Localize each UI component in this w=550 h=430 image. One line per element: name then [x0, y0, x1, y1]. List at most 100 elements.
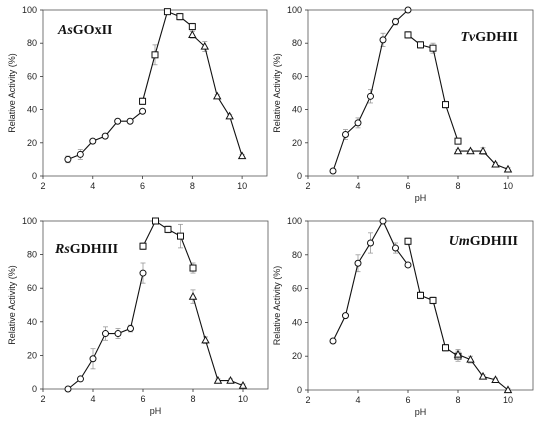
- x-tick-label: 2: [40, 181, 45, 191]
- data-point-circle: [354, 259, 362, 267]
- data-point-square: [188, 23, 196, 31]
- panel-title-species: As: [57, 23, 73, 38]
- chart-panel-1: 0 20 40 60 80 100 2 4 6 8 10 Relative Activity (%) A…: [7, 5, 268, 191]
- data-point-triangle: [478, 146, 488, 155]
- data-point-square: [177, 232, 184, 240]
- data-point-square: [404, 237, 412, 245]
- series-circle: [64, 262, 147, 393]
- data-point-triangle: [478, 371, 488, 380]
- data-point-circle: [392, 244, 399, 252]
- y-tick-label: 60: [27, 283, 37, 293]
- panel-title-enzyme: GDHII: [475, 30, 518, 45]
- data-point-triangle: [237, 151, 247, 160]
- x-tick-label: 2: [305, 395, 310, 405]
- x-tick-label: 10: [503, 395, 513, 405]
- series-circle: [64, 107, 147, 164]
- data-point-triangle: [466, 146, 475, 155]
- data-point-square: [404, 31, 412, 39]
- y-tick-label: 0: [297, 171, 302, 181]
- data-point-circle: [342, 312, 349, 320]
- data-point-triangle: [503, 385, 513, 394]
- y-tick-label: 80: [292, 250, 302, 260]
- y-tick-label: 0: [32, 384, 37, 394]
- y-tick-label: 80: [292, 38, 302, 48]
- series-line: [142, 10, 193, 102]
- x-tick-label: 8: [190, 181, 195, 191]
- x-tick-label: 8: [190, 394, 195, 404]
- x-tick-label: 10: [503, 181, 513, 191]
- data-point-triangle: [188, 30, 197, 38]
- panel-title: TvGDHII: [460, 30, 518, 45]
- panel-title-species: Tv: [460, 30, 476, 45]
- chart-panel-3: 0 20 40 60 80 100 2 4 6 8 10 Relative Activity (%) p…: [7, 216, 269, 416]
- y-tick-label: 80: [27, 250, 37, 260]
- data-point-circle: [367, 239, 374, 247]
- y-tick-label: 20: [292, 351, 302, 361]
- data-point-circle: [102, 330, 109, 338]
- data-point-triangle: [491, 159, 500, 168]
- y-tick-label: 20: [27, 138, 37, 148]
- series-square: [139, 217, 197, 274]
- data-point-circle: [404, 6, 412, 14]
- data-point-circle: [114, 117, 122, 125]
- series-square: [404, 237, 462, 362]
- x-tick-label: 6: [140, 181, 145, 191]
- data-point-circle: [379, 36, 387, 44]
- y-tick-label: 60: [27, 71, 37, 81]
- y-tick-label: 40: [27, 105, 37, 115]
- y-tick-label: 60: [292, 284, 302, 294]
- x-axis-label: pH: [150, 406, 162, 416]
- data-point-square: [152, 217, 159, 225]
- data-point-circle: [77, 375, 84, 383]
- data-point-circle: [89, 137, 97, 145]
- data-point-triangle: [453, 349, 463, 358]
- plot-frame: [307, 9, 534, 177]
- y-tick-label: 40: [292, 317, 302, 327]
- x-tick-label: 10: [238, 394, 248, 404]
- data-point-circle: [76, 150, 84, 158]
- x-axis-label: pH: [415, 193, 427, 203]
- data-point-circle: [127, 325, 134, 333]
- data-point-square: [442, 344, 449, 352]
- panel-title-species: Rs: [54, 242, 70, 257]
- series-circle: [329, 217, 412, 345]
- panel-title-species: Um: [449, 234, 470, 249]
- data-point-circle: [342, 131, 349, 138]
- plot-frame: [307, 220, 534, 391]
- data-point-circle: [139, 107, 147, 115]
- x-tick-label: 8: [455, 181, 460, 191]
- data-point-triangle: [201, 335, 210, 344]
- data-point-square: [151, 51, 159, 59]
- y-tick-label: 40: [292, 105, 302, 115]
- y-tick-label: 0: [297, 385, 302, 395]
- data-point-square: [417, 291, 424, 299]
- chart-panel-2: 0 20 40 60 80 100 2 4 6 8 10 Relative Activity (%) p…: [272, 5, 534, 203]
- series-circle: [329, 6, 412, 175]
- y-axis-label: Relative Activity (%): [272, 53, 282, 133]
- data-point-circle: [64, 385, 72, 393]
- series-triangle: [188, 289, 248, 389]
- data-point-circle: [89, 355, 97, 363]
- x-tick-label: 2: [305, 181, 310, 191]
- data-point-triangle: [491, 375, 500, 383]
- data-point-triangle: [200, 41, 210, 50]
- x-tick-label: 6: [405, 181, 410, 191]
- series-triangle: [453, 146, 513, 173]
- x-tick-label: 10: [237, 181, 247, 191]
- y-tick-label: 100: [22, 216, 37, 226]
- panel-title: AsGOxII: [57, 23, 112, 38]
- data-point-circle: [354, 119, 362, 127]
- x-tick-label: 4: [90, 394, 95, 404]
- series-triangle: [453, 349, 513, 394]
- series-line: [192, 296, 244, 387]
- data-point-triangle: [503, 164, 513, 173]
- data-point-circle: [101, 132, 109, 140]
- data-point-square: [429, 44, 437, 52]
- series-square: [139, 8, 196, 106]
- x-tick-label: 8: [455, 395, 460, 405]
- data-point-circle: [367, 92, 374, 100]
- data-point-circle: [404, 261, 412, 269]
- data-point-circle: [139, 269, 147, 277]
- data-point-circle: [126, 117, 134, 125]
- y-tick-label: 40: [27, 317, 37, 327]
